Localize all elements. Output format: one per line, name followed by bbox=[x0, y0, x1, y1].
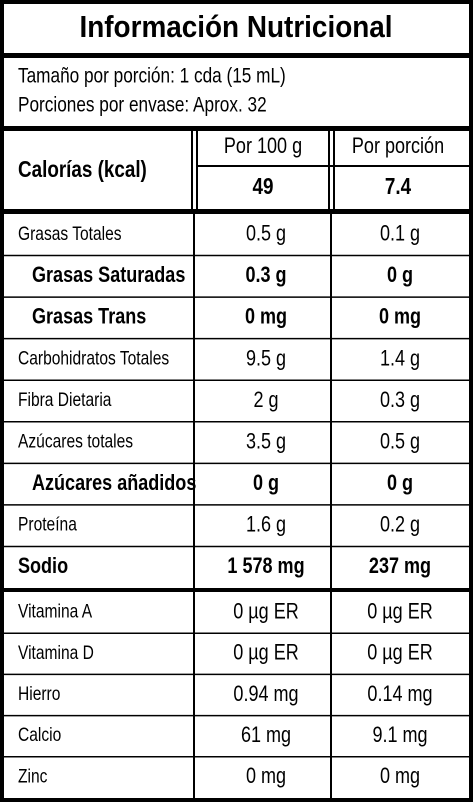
row-value: 0 g bbox=[387, 264, 413, 288]
row-value: 0 mg bbox=[379, 305, 421, 329]
row-value: 0.14 mg bbox=[367, 682, 432, 706]
calories-label: Calorías (kcal) bbox=[18, 157, 147, 182]
row-value: 1 578 mg bbox=[227, 554, 304, 578]
servings: Porciones por envase: Aprox. 32 bbox=[18, 94, 267, 117]
row-label: Grasas Trans bbox=[32, 305, 146, 329]
calories-value: 7.4 bbox=[385, 174, 411, 199]
row-label: Zinc bbox=[18, 765, 48, 787]
thick-rule bbox=[2, 209, 471, 214]
thick-rule bbox=[2, 53, 471, 58]
serving-size: Tamaño por porción: 1 cda (15 mL) bbox=[18, 65, 286, 88]
row-label: Grasas Totales bbox=[18, 222, 122, 244]
row-value: 0.5 g bbox=[246, 222, 286, 246]
row-label: Vitamina A bbox=[18, 600, 93, 622]
row-label: Azúcares totales bbox=[18, 430, 133, 452]
row-value: 0 g bbox=[387, 471, 413, 495]
row-label: Vitamina D bbox=[18, 641, 94, 663]
thick-rule bbox=[2, 588, 471, 592]
row-value: 0 mg bbox=[246, 765, 286, 789]
title: Información Nutricional bbox=[79, 10, 392, 45]
row-value: 9.5 g bbox=[246, 347, 286, 371]
row-value: 9.1 mg bbox=[372, 723, 427, 747]
thick-rule bbox=[2, 126, 471, 131]
row-label: Sodio bbox=[18, 554, 68, 578]
row-value: 0 µg ER bbox=[367, 600, 433, 624]
column-header: Por porción bbox=[352, 134, 444, 158]
row-value: 0.3 g bbox=[245, 264, 286, 288]
row-label: Grasas Saturadas bbox=[32, 264, 185, 288]
row-label: Proteína bbox=[18, 513, 77, 535]
row-value: 0 µg ER bbox=[233, 600, 299, 624]
calories-value: 49 bbox=[253, 174, 274, 199]
row-label: Carbohidratos Totales bbox=[18, 347, 169, 369]
row-value: 0 µg ER bbox=[367, 641, 433, 665]
row-label: Hierro bbox=[18, 683, 60, 705]
row-label: Fibra Dietaria bbox=[18, 389, 112, 411]
row-value: 61 mg bbox=[241, 723, 291, 747]
row-value: 3.5 g bbox=[246, 430, 286, 454]
texts: Información Nutricional Tamaño por porció… bbox=[18, 10, 444, 789]
row-value: 237 mg bbox=[369, 554, 431, 578]
row-value: 2 g bbox=[253, 388, 278, 412]
row-label: Calcio bbox=[18, 724, 61, 746]
row-value: 1.4 g bbox=[380, 347, 420, 371]
row-value: 0 µg ER bbox=[233, 641, 299, 665]
column-header: Por 100 g bbox=[224, 134, 302, 158]
row-value: 0.94 mg bbox=[233, 682, 298, 706]
row-value: 0.1 g bbox=[380, 222, 420, 246]
row-value: 1.6 g bbox=[246, 513, 286, 537]
row-value: 0 g bbox=[253, 471, 279, 495]
row-value: 0.2 g bbox=[380, 513, 420, 537]
row-value: 0 mg bbox=[380, 765, 420, 789]
row-label: Azúcares añadidos bbox=[32, 471, 196, 495]
row-value: 0.3 g bbox=[380, 388, 420, 412]
row-value: 0.5 g bbox=[380, 430, 420, 454]
row-value: 0 mg bbox=[245, 305, 287, 329]
